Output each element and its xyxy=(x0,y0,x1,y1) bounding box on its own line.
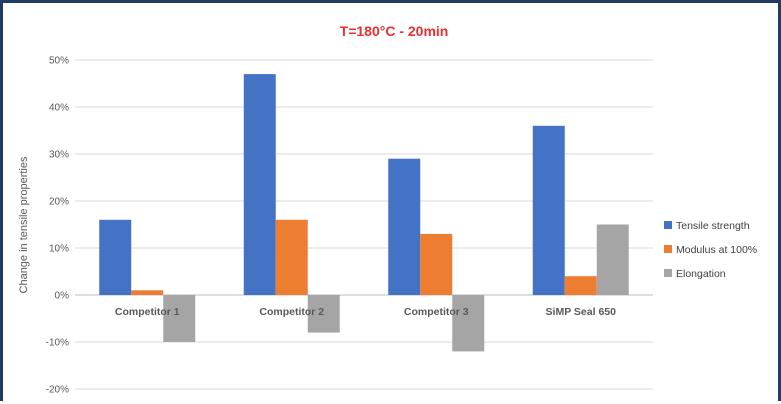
bar-modulus-at-100--1 xyxy=(131,290,164,295)
y-tick-label: 50% xyxy=(49,56,69,67)
chart-canvas: T=180°C - 20min Change in tensile proper… xyxy=(18,23,757,396)
bar-elongation-3 xyxy=(452,295,485,352)
legend-swatch xyxy=(664,269,672,277)
category-label: Competitor 3 xyxy=(404,306,469,318)
bar-modulus-at-100--2 xyxy=(275,219,308,295)
legend-swatch xyxy=(664,245,672,253)
bar-tensile-strength-1 xyxy=(99,219,132,295)
bar-tensile-strength-4 xyxy=(532,125,565,295)
bar-elongation-2 xyxy=(307,295,340,333)
category-labels: Competitor 1 Competitor 2 Competitor 3 SiMP… xyxy=(115,306,616,318)
y-tick-label: 20% xyxy=(49,197,69,208)
y-tick-label: -10% xyxy=(46,338,69,349)
bar-tensile-strength-3 xyxy=(388,158,421,295)
category-label: Competitor 1 xyxy=(115,306,180,318)
bar-modulus-at-100--4 xyxy=(564,276,597,295)
bar-elongation-1 xyxy=(163,295,196,342)
legend: Tensile strength Modulus at 100% Elongatio… xyxy=(664,220,757,280)
legend-label: Modulus at 100% xyxy=(676,244,757,256)
y-axis-label: Change in tensile properties xyxy=(18,156,30,293)
y-tick-label: -20% xyxy=(46,385,69,396)
category-label: SiMP Seal 650 xyxy=(546,306,617,318)
y-tick-label: 10% xyxy=(49,244,69,255)
chart-title: T=180°C - 20min xyxy=(340,23,449,39)
category-label: Competitor 2 xyxy=(259,306,324,318)
bar-modulus-at-100--3 xyxy=(420,233,453,295)
bars-group xyxy=(99,74,629,352)
bar-tensile-strength-2 xyxy=(243,74,276,295)
legend-label: Elongation xyxy=(676,268,726,280)
legend-swatch xyxy=(664,221,672,229)
bar-elongation-4 xyxy=(596,224,629,295)
y-tick-label: 0% xyxy=(55,291,70,302)
legend-label: Tensile strength xyxy=(676,220,750,232)
y-tick-label: 30% xyxy=(49,150,69,161)
y-tick-label: 40% xyxy=(49,103,69,114)
